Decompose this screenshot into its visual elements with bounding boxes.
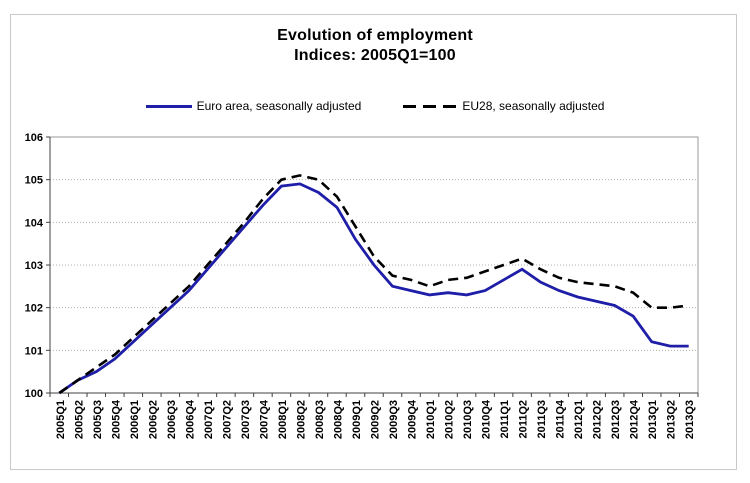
svg-text:2005Q1: 2005Q1 [55, 400, 67, 439]
svg-text:2009Q1: 2009Q1 [351, 400, 363, 439]
svg-text:2012Q4: 2012Q4 [629, 399, 641, 439]
svg-text:2007Q1: 2007Q1 [203, 400, 215, 439]
chart-title: Evolution of employment [277, 27, 473, 44]
legend-label-euro-area: Euro area, seasonally adjusted [196, 99, 362, 113]
chart-subtitle: Indices: 2005Q1=100 [294, 47, 456, 64]
svg-text:2007Q2: 2007Q2 [221, 400, 233, 439]
svg-text:2012Q2: 2012Q2 [592, 400, 604, 439]
svg-text:2013Q3: 2013Q3 [684, 400, 696, 439]
svg-text:104: 104 [25, 217, 44, 229]
svg-text:2009Q2: 2009Q2 [370, 400, 382, 439]
legend-item-eu28: EU28, seasonally adjusted [403, 99, 604, 113]
svg-text:2006Q2: 2006Q2 [147, 400, 159, 439]
chart-title-block: Evolution of employment Indices: 2005Q1=… [0, 26, 750, 66]
legend-label-eu28: EU28, seasonally adjusted [462, 99, 605, 113]
svg-text:2008Q1: 2008Q1 [277, 400, 289, 439]
svg-text:103: 103 [25, 260, 43, 272]
svg-text:2006Q3: 2006Q3 [166, 400, 178, 439]
svg-text:2007Q4: 2007Q4 [258, 399, 270, 439]
svg-text:2008Q2: 2008Q2 [295, 400, 307, 439]
legend-swatch-eu28-dashed-line [403, 104, 458, 108]
svg-text:2005Q3: 2005Q3 [92, 400, 104, 439]
svg-text:2011Q1: 2011Q1 [499, 400, 511, 439]
series-line-euro-area [58, 182, 689, 395]
svg-text:106: 106 [25, 132, 43, 144]
svg-text:2011Q3: 2011Q3 [536, 400, 548, 439]
svg-text:2007Q3: 2007Q3 [240, 400, 252, 439]
svg-text:105: 105 [25, 175, 43, 187]
svg-text:2005Q4: 2005Q4 [110, 399, 122, 439]
svg-text:2010Q2: 2010Q2 [444, 400, 456, 439]
svg-text:2010Q4: 2010Q4 [481, 399, 493, 439]
chart-frame [10, 14, 737, 470]
series-line-eu28 [58, 174, 689, 395]
gridlines [50, 179, 698, 351]
chart-legend: Euro area, seasonally adjusted EU28, sea… [0, 99, 750, 113]
svg-text:2012Q3: 2012Q3 [610, 400, 622, 439]
svg-text:2010Q1: 2010Q1 [425, 400, 437, 439]
y-axis-labels: 100 101 102 103 104 105 106 [25, 132, 50, 400]
svg-text:2013Q1: 2013Q1 [647, 400, 659, 439]
svg-text:2012Q1: 2012Q1 [573, 400, 585, 439]
svg-text:2008Q4: 2008Q4 [332, 399, 344, 439]
x-axis-labels: 2005Q1 2005Q2 2005Q3 2005Q4 2006Q1 2006Q2 2006… [49, 393, 699, 439]
svg-text:2005Q2: 2005Q2 [73, 400, 85, 439]
svg-text:2008Q3: 2008Q3 [314, 400, 326, 439]
legend-item-euro-area: Euro area, seasonally adjusted [145, 99, 362, 113]
svg-text:2009Q3: 2009Q3 [388, 400, 400, 439]
svg-text:2006Q1: 2006Q1 [129, 400, 141, 439]
svg-text:2013Q2: 2013Q2 [666, 400, 678, 439]
legend-swatch-euro-area-solid-line [145, 104, 192, 108]
svg-text:2011Q4: 2011Q4 [555, 399, 567, 438]
svg-text:2006Q4: 2006Q4 [184, 399, 196, 439]
svg-text:2011Q2: 2011Q2 [518, 400, 530, 439]
svg-text:2010Q3: 2010Q3 [462, 400, 474, 439]
svg-text:100: 100 [25, 388, 43, 400]
svg-text:101: 101 [25, 345, 43, 357]
svg-text:102: 102 [25, 303, 43, 315]
svg-text:2009Q4: 2009Q4 [407, 399, 419, 439]
